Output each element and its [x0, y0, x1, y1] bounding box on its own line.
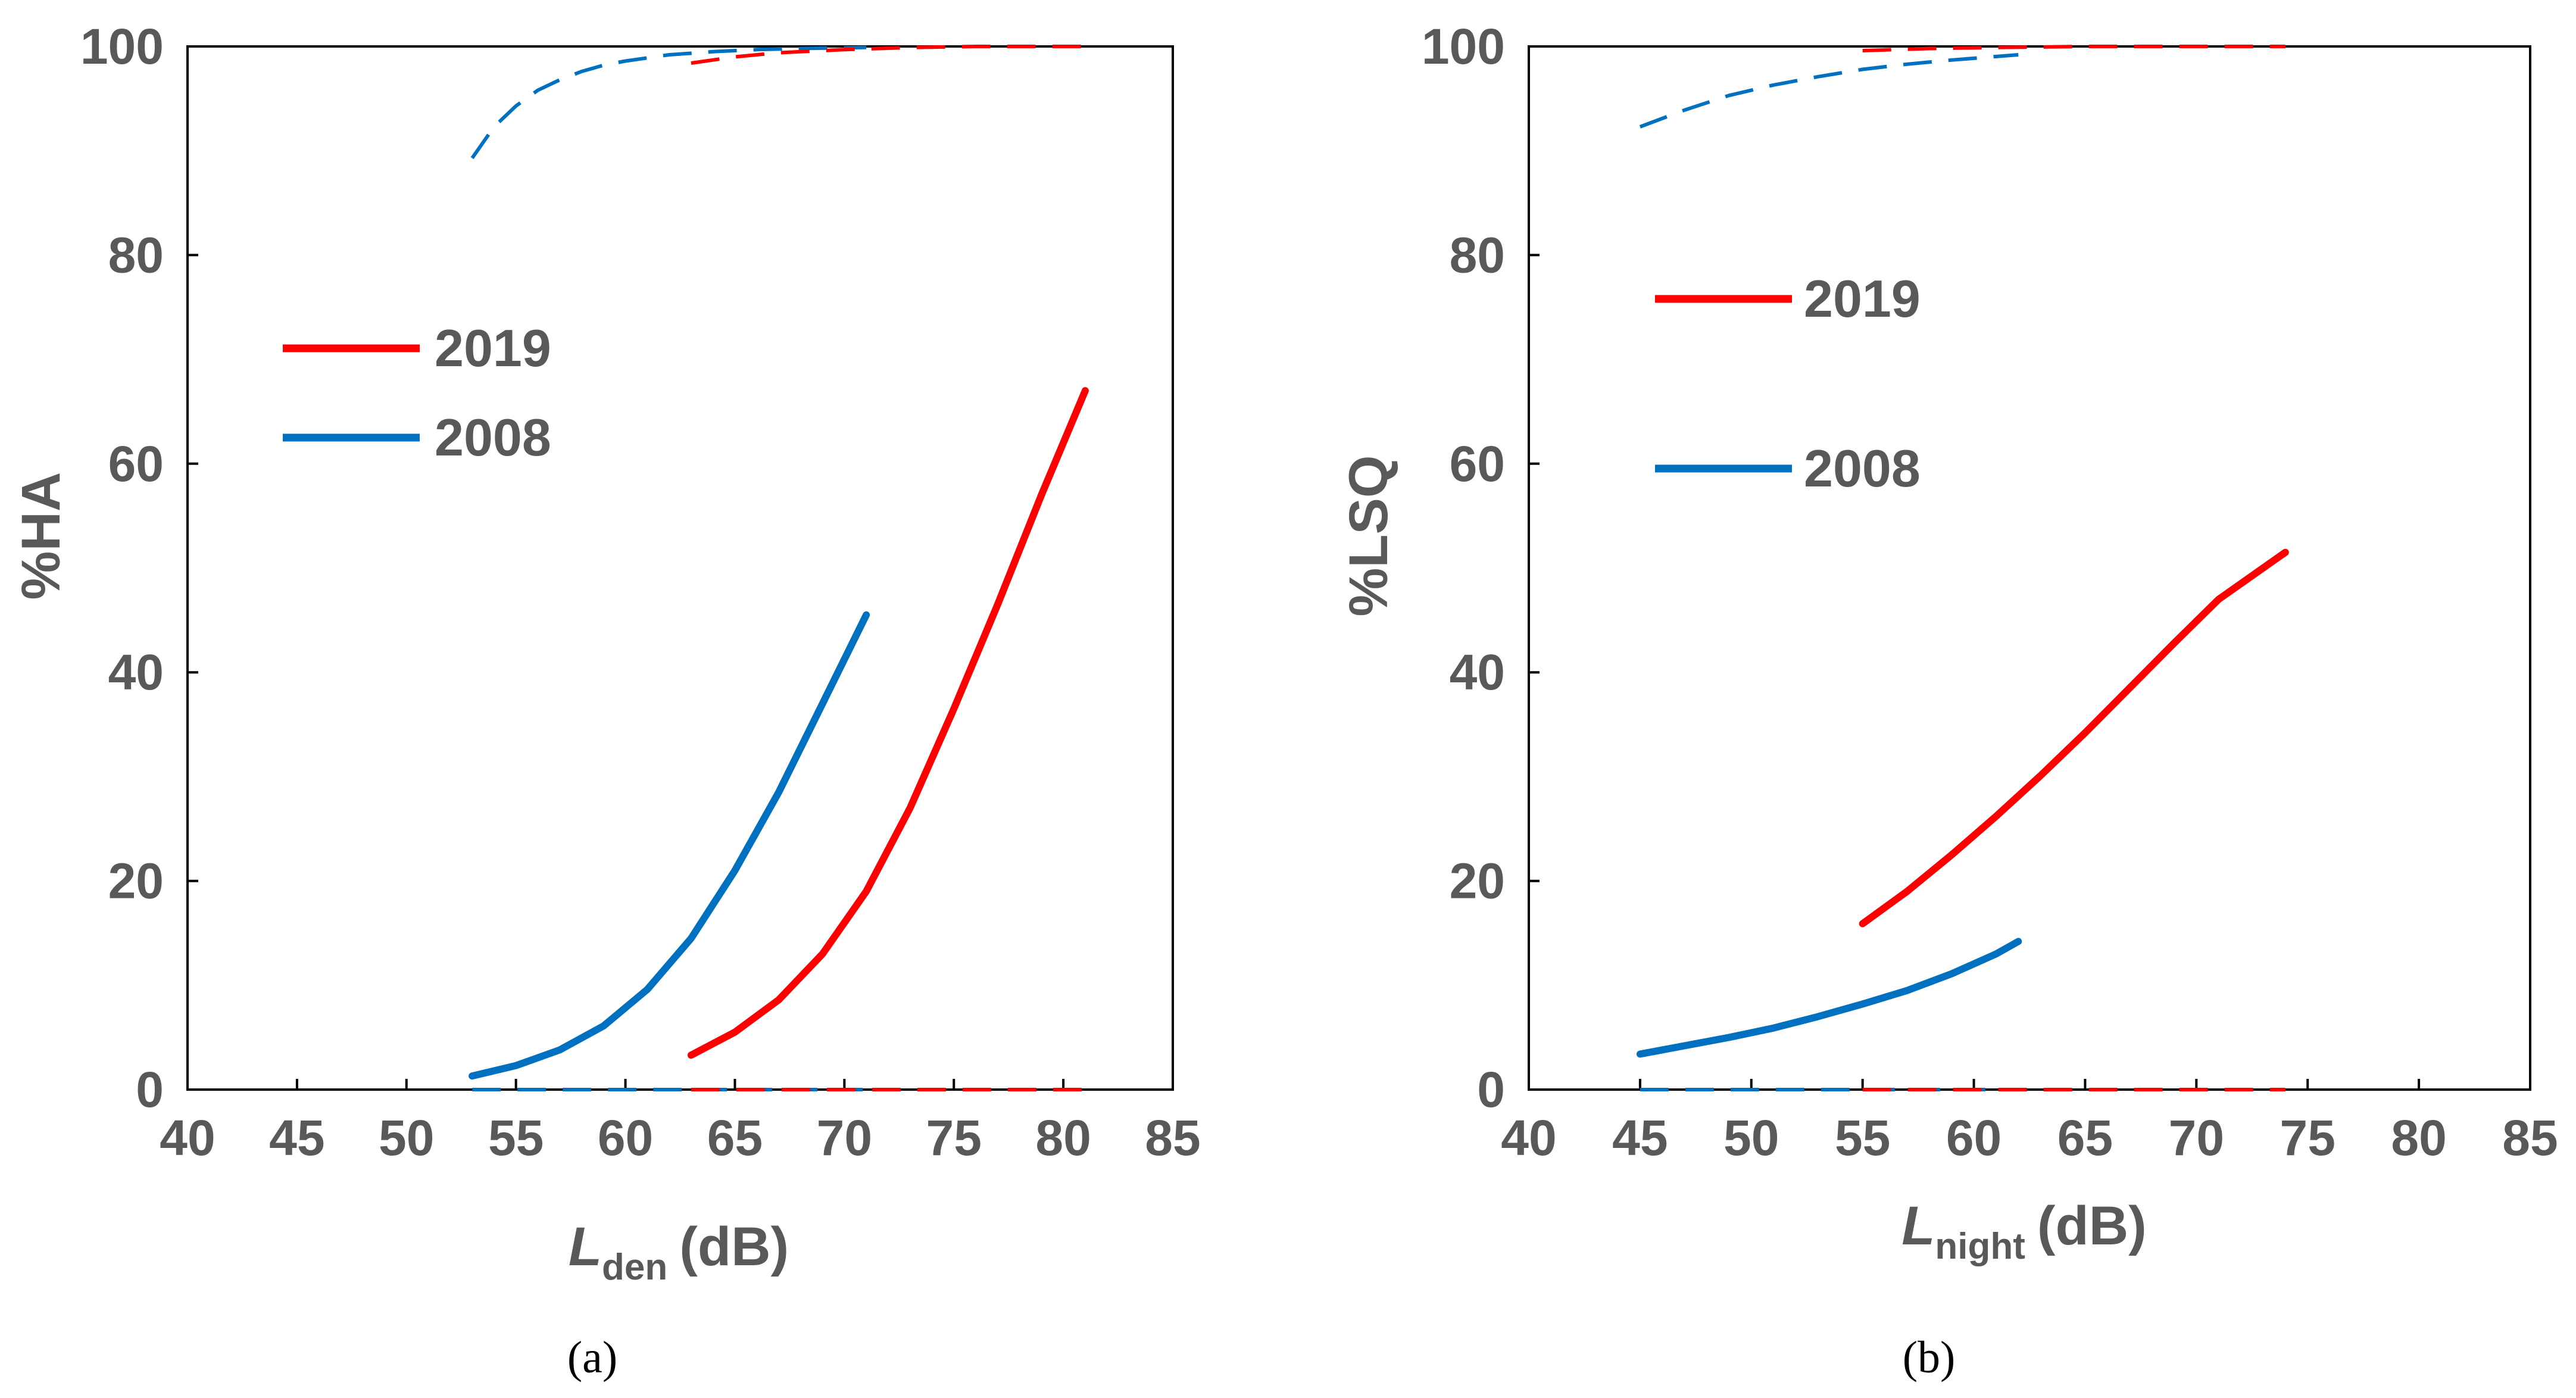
panel-b-y-tick-label-0: 0 [1477, 1062, 1505, 1118]
panel-b-x-axis-label: Lnight (dB) [1901, 1196, 2147, 1267]
panel-b-legend-label-2019: 2019 [1804, 269, 1921, 328]
panel-b-y-tick-label-60: 60 [1450, 436, 1505, 492]
panel-a-series-2019 [687, 387, 1089, 1059]
panel-b-x-tick-label-70: 70 [2169, 1110, 2224, 1166]
panel-b-y-tick-label-20: 20 [1450, 853, 1505, 909]
panel-a-plot: 40 45 50 55 60 65 70 75 80 85 0 20 40 60 80 100 [80, 18, 1201, 1166]
panel-a-y-tick-label-0: 0 [136, 1062, 164, 1118]
panel-a-x-axis-label-subscript: den [602, 1247, 667, 1288]
panel-b-x-tick-label-45: 45 [1612, 1110, 1668, 1166]
panel-a-x-axis-label-symbol: L [569, 1216, 602, 1277]
panel-a-caption: (a) [567, 1333, 617, 1383]
panel-a-x-tick-label-75: 75 [926, 1110, 982, 1166]
panel-b-x-axis-label-unit: (dB) [2037, 1196, 2147, 1256]
panel-a-x-tick-label-55: 55 [488, 1110, 544, 1166]
panel-a-plot-frame [186, 45, 1174, 1091]
panel-a-x-tick-label-50: 50 [379, 1110, 434, 1166]
panel-a-y-axis-label: %HA [11, 472, 71, 600]
panel-b-plot: 40 45 50 55 60 65 70 75 80 85 0 20 40 60 80 100 [1422, 18, 2558, 1166]
panel-b-x-tick-label-60: 60 [1946, 1110, 2002, 1166]
panel-b-x-tick-label-55: 55 [1835, 1110, 1890, 1166]
panel-a-x-tick-label-60: 60 [598, 1110, 653, 1166]
panel-a-legend: 2019 2008 [283, 319, 551, 467]
panel-a-y-tick-label-20: 20 [108, 853, 164, 909]
panel-b-legend: 2019 2008 [1655, 269, 1921, 498]
panel-a-y-tick-label-80: 80 [108, 227, 164, 283]
panel-a-x-axis-label-unit: (dB) [679, 1216, 789, 1277]
panel-a-x-axis-label: Lden (dB) [569, 1216, 789, 1288]
panel-a-legend-label-2008: 2008 [435, 408, 551, 467]
panel-a-legend-label-2019: 2019 [435, 319, 551, 377]
panel-b-x-tick-label-50: 50 [1723, 1110, 1779, 1166]
panel-b-x-tick-label-40: 40 [1501, 1110, 1556, 1166]
panel-a-y-tick-label-60: 60 [108, 436, 164, 492]
panel-a: 40 45 50 55 60 65 70 75 80 85 0 20 40 60 80 100 2019 20… [11, 18, 1201, 1383]
panel-a-x-tick-label-85: 85 [1145, 1110, 1200, 1166]
panel-b-series-2008-upper-ci [1639, 53, 2019, 129]
panel-b-y-tick-label-80: 80 [1450, 227, 1505, 283]
panel-b-y-axis-label: %LSQ [1338, 455, 1399, 617]
panel-b-x-axis-label-subscript: night [1935, 1226, 2025, 1267]
panel-b-caption: (b) [1903, 1333, 1956, 1383]
panel-a-x-tick-label-45: 45 [269, 1110, 324, 1166]
panel-b-y-tick-label-100: 100 [1422, 18, 1505, 74]
panel-a-x-tick-label-65: 65 [707, 1110, 763, 1166]
panel-b-x-tick-label-75: 75 [2280, 1110, 2335, 1166]
panel-a-y-tick-label-40: 40 [108, 644, 164, 700]
panel-b-y-tick-label-40: 40 [1450, 644, 1505, 700]
panel-b-x-axis-label-symbol: L [1901, 1196, 1935, 1256]
panel-a-series-2019-upper-ci [691, 45, 1085, 65]
panel-a-series-2008 [469, 611, 870, 1080]
panel-a-series-2008-upper-ci [470, 45, 867, 160]
panel-a-x-tick-label-40: 40 [160, 1110, 215, 1166]
panel-a-x-tick-label-80: 80 [1035, 1110, 1091, 1166]
panel-b-plot-frame [1528, 45, 2531, 1091]
panel-b-legend-label-2008: 2008 [1804, 439, 1921, 498]
panel-b-series-2008 [1636, 938, 2022, 1058]
panel-a-y-tick-label-100: 100 [80, 18, 164, 74]
panel-b-series-2019-upper-ci [1862, 45, 2285, 52]
panel-b-x-tick-label-85: 85 [2502, 1110, 2558, 1166]
panel-a-x-tick-label-70: 70 [817, 1110, 872, 1166]
panel-b-x-tick-label-80: 80 [2391, 1110, 2446, 1166]
panel-b-series-2019 [1859, 548, 2289, 928]
panel-b-x-tick-label-65: 65 [2057, 1110, 2113, 1166]
panel-b: 40 45 50 55 60 65 70 75 80 85 0 20 40 60 80 100 2019 20… [1338, 18, 2558, 1383]
